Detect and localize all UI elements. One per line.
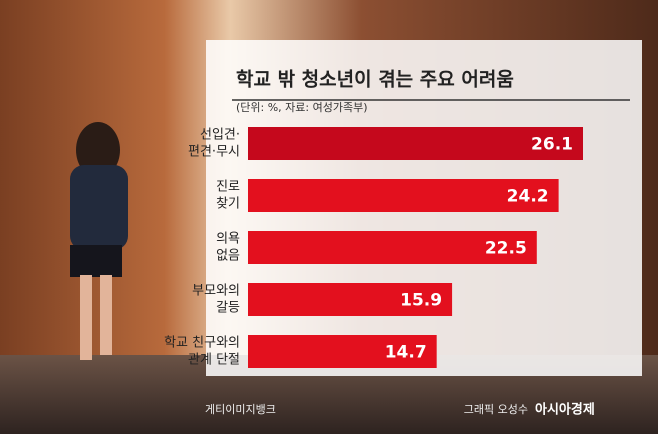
category-label: 진로	[216, 180, 240, 195]
category-label: 부모와의	[192, 284, 240, 299]
bar	[248, 283, 453, 316]
category-label: 학교 친구와의	[164, 336, 240, 351]
bar	[248, 231, 537, 264]
category-label: 관계 단절	[188, 353, 240, 368]
publisher: 아시아경제	[535, 402, 595, 418]
category-label: 갈등	[216, 301, 240, 316]
bar	[248, 179, 559, 212]
student-silhouette	[70, 122, 128, 360]
bar	[248, 335, 437, 368]
chart-subtitle: (단위: %, 자료: 여성가족부)	[236, 101, 368, 114]
category-label: 없음	[216, 249, 240, 264]
category-label: 의욕	[216, 232, 240, 247]
chart-title: 학교 밖 청소년이 겪는 주요 어려움	[236, 69, 514, 91]
photo-credit: 게티이미지뱅크	[205, 403, 276, 416]
graphic-credit: 그래픽 오성수	[464, 403, 528, 416]
value-label: 24.2	[507, 187, 549, 207]
category-label: 찾기	[216, 197, 240, 212]
bar	[248, 127, 583, 160]
value-label: 15.9	[400, 291, 442, 311]
category-label: 편견·무시	[188, 145, 240, 160]
category-label: 선입견·	[200, 128, 240, 143]
value-label: 22.5	[485, 239, 527, 259]
value-label: 14.7	[385, 343, 427, 363]
value-label: 26.1	[531, 135, 573, 155]
